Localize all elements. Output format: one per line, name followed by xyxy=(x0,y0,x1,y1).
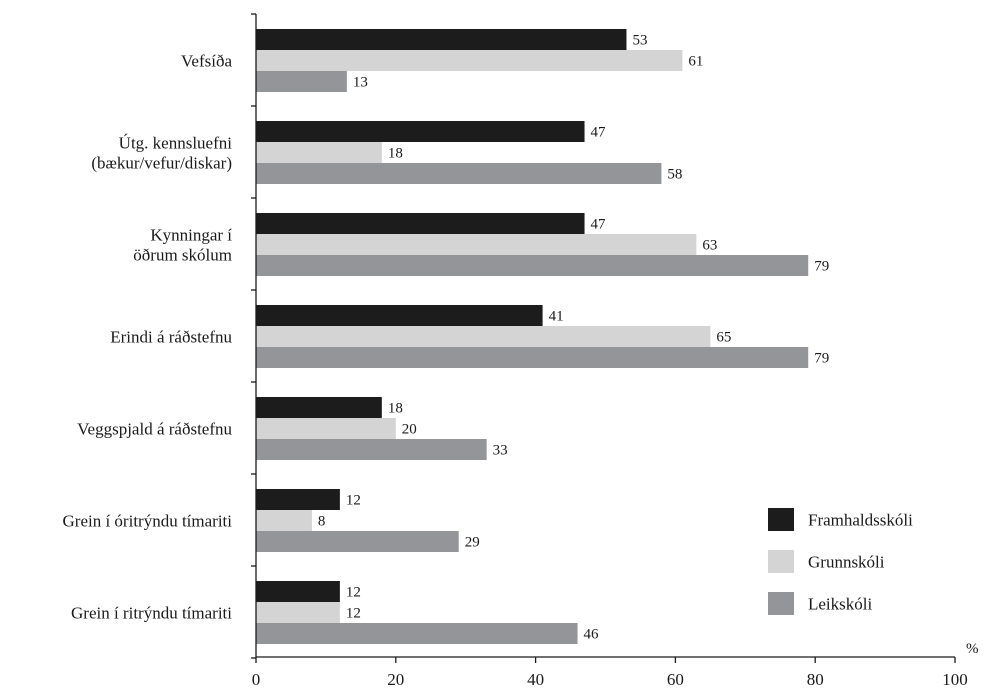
bar-value-label: 8 xyxy=(318,514,326,530)
legend-label: Leikskóli xyxy=(808,595,872,614)
bar-leikskóli-4 xyxy=(256,439,487,460)
bar-value-label: 41 xyxy=(549,309,564,325)
bar-framhaldsskóli-6 xyxy=(256,581,340,602)
category-label: Grein í ritrýndu tímariti xyxy=(71,604,232,623)
x-tick-label: 0 xyxy=(252,670,261,689)
bar-value-label: 65 xyxy=(716,330,731,346)
bar-value-label: 18 xyxy=(388,146,403,162)
bar-framhaldsskóli-3 xyxy=(256,305,543,326)
x-tick-label: 100 xyxy=(942,670,968,689)
bar-leikskóli-0 xyxy=(256,71,347,92)
bar-leikskóli-2 xyxy=(256,255,809,276)
legend-swatch xyxy=(768,550,794,573)
bar-value-label: 20 xyxy=(402,422,417,438)
category-label: Vefsíða xyxy=(181,52,232,71)
bar-value-label: 12 xyxy=(346,606,361,622)
category-label: Útg. kennsluefni (bækur/vefur/diskar) xyxy=(91,134,232,173)
legend-label: Framhaldsskóli xyxy=(808,511,913,530)
bar-leikskóli-6 xyxy=(256,623,578,644)
bar-grunnskóli-6 xyxy=(256,602,340,623)
x-tick-label: 60 xyxy=(667,670,684,689)
x-tick-label: 20 xyxy=(387,670,404,689)
bar-leikskóli-5 xyxy=(256,531,459,552)
x-axis-unit-label: % xyxy=(966,641,979,657)
bar-framhaldsskóli-4 xyxy=(256,397,382,418)
bar-grunnskóli-5 xyxy=(256,510,312,531)
bar-value-label: 12 xyxy=(346,493,361,509)
bar-leikskóli-1 xyxy=(256,163,662,184)
bar-value-label: 29 xyxy=(465,535,480,551)
bar-grunnskóli-1 xyxy=(256,142,382,163)
category-label: Veggspjald á ráðstefnu xyxy=(77,420,232,439)
legend-swatch xyxy=(768,508,794,531)
bar-grunnskóli-3 xyxy=(256,326,711,347)
bar-value-label: 46 xyxy=(584,627,600,643)
category-label: Grein í óritrýndu tímariti xyxy=(63,512,233,531)
bar-framhaldsskóli-1 xyxy=(256,121,585,142)
x-tick-label: 80 xyxy=(807,670,824,689)
legend-label: Grunnskóli xyxy=(808,553,885,572)
bar-grunnskóli-2 xyxy=(256,234,697,255)
bar-value-label: 61 xyxy=(688,54,703,70)
bar-value-label: 47 xyxy=(591,217,607,233)
bar-grunnskóli-4 xyxy=(256,418,396,439)
bar-value-label: 47 xyxy=(591,125,607,141)
bar-value-label: 58 xyxy=(667,167,682,183)
bar-value-label: 12 xyxy=(346,585,361,601)
labels-layer: 53 61 13 Vefsíða 47 18 58 Útg. kennsluefni (bæku… xyxy=(63,33,979,690)
legend: Framhaldsskóli Grunnskóli Leikskóli xyxy=(768,508,913,615)
category-label: Erindi á ráðstefnu xyxy=(110,328,232,347)
bar-framhaldsskóli-5 xyxy=(256,489,340,510)
bar-framhaldsskóli-0 xyxy=(256,29,627,50)
x-tick-label: 40 xyxy=(527,670,544,689)
legend-swatch xyxy=(768,592,794,615)
bar-framhaldsskóli-2 xyxy=(256,213,585,234)
bar-value-label: 63 xyxy=(702,238,717,254)
bar-value-label: 53 xyxy=(632,33,647,49)
bar-value-label: 79 xyxy=(814,351,829,367)
bars-layer xyxy=(256,29,809,644)
axes-layer xyxy=(251,13,956,663)
bar-value-label: 13 xyxy=(353,75,368,91)
bar-value-label: 79 xyxy=(814,259,829,275)
bar-grunnskóli-0 xyxy=(256,50,683,71)
bar-leikskóli-3 xyxy=(256,347,809,368)
category-label: Kynningar í öðrum skólum xyxy=(133,226,232,265)
bar-value-label: 18 xyxy=(388,401,403,417)
bar-value-label: 33 xyxy=(493,443,508,459)
